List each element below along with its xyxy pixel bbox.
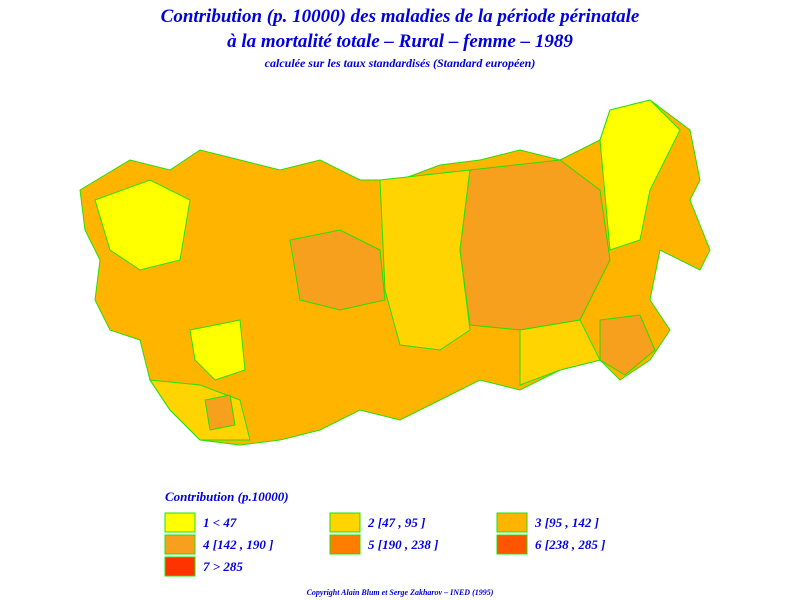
- region: [289, 229, 386, 311]
- legend-swatch: [164, 512, 196, 533]
- legend-swatch: [329, 512, 361, 533]
- legend-swatch: [164, 534, 196, 555]
- region: [459, 159, 611, 331]
- legend-label: 4 [142 , 190 ]: [202, 537, 273, 552]
- legend-label: 2 [47 , 95 ]: [367, 515, 425, 530]
- region: [599, 314, 656, 376]
- legend-swatch: [496, 534, 528, 555]
- region: [94, 179, 191, 271]
- legend: 1 < 47 2 [47 , 95 ] 3 [95 , 142 ] 4 [142 , …: [164, 512, 605, 577]
- title-line2: à la mortalité totale – Rural – femme – …: [227, 31, 573, 52]
- legend-swatch: [496, 512, 528, 533]
- region: [599, 99, 681, 251]
- region: [379, 169, 471, 351]
- copyright: Copyright Alain Blum et Serge Zakharov –…: [307, 588, 494, 597]
- region: [519, 319, 601, 386]
- legend-label: 7 > 285: [203, 559, 243, 574]
- subtitle: calculée sur les taux standardisés (Stan…: [265, 56, 536, 70]
- map: [79, 99, 711, 446]
- region: [204, 394, 236, 431]
- legend-label: 5 [190 , 238 ]: [368, 537, 438, 552]
- title: Contribution (p. 10000) des maladies de …: [161, 6, 640, 27]
- legend-swatch: [164, 556, 196, 577]
- region: [189, 319, 246, 381]
- legend-swatch: [329, 534, 361, 555]
- legend-label: 3 [95 , 142 ]: [534, 515, 599, 530]
- legend-title: Contribution (p.10000): [165, 489, 289, 504]
- legend-label: 1 < 47: [203, 515, 237, 530]
- legend-label: 6 [238 , 285 ]: [535, 537, 605, 552]
